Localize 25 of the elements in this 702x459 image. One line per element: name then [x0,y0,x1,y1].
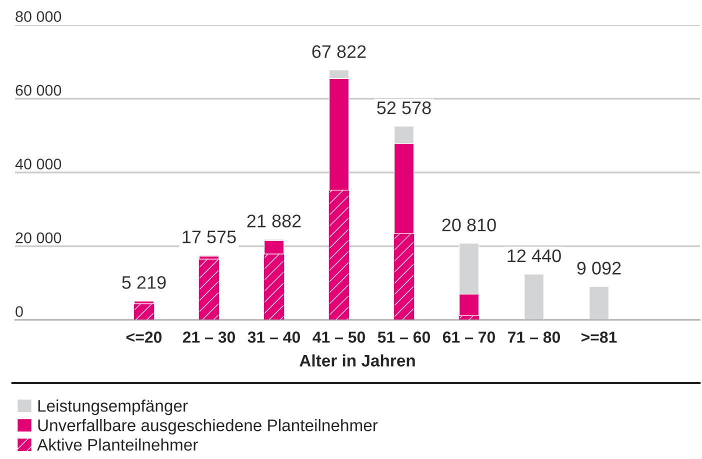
x-tick-label: 61 – 70 [442,332,495,343]
x-tick-label: 31 – 40 [248,332,300,343]
legend-label: Aktive Planteilnehmer [37,438,198,451]
total-label: 12 440 [508,249,561,262]
total-label: 9 092 [577,262,621,275]
y-tick-label: 60 000 [16,84,62,96]
y-tick-label: 20 000 [16,232,62,244]
x-tick-label: 21 – 30 [182,332,235,343]
legend-label: Unverfallbare ausgeschiedene Planteilnehmer [38,419,378,435]
total-label: 52 578 [377,101,431,114]
x-tick-label: >=81 [581,332,617,343]
x-tick-label: 51 – 60 [378,332,430,343]
y-tick-label: 80 000 [16,11,62,22]
total-label: 20 810 [442,218,496,232]
legend-label: Leistungsempfänger [38,400,188,416]
total-label: 67 822 [312,45,366,58]
x-tick-label: 71 – 80 [508,332,560,343]
total-label: 21 882 [247,214,301,228]
y-tick-label: 40 000 [15,158,62,170]
total-label: 17 575 [182,230,236,244]
total-label: 5 219 [122,276,166,289]
x-axis-title: Alter in Jahren [300,354,415,367]
x-tick-label: <=20 [126,332,162,343]
x-tick-label: 41 – 50 [312,332,365,343]
y-tick-label: 0 [16,306,23,317]
